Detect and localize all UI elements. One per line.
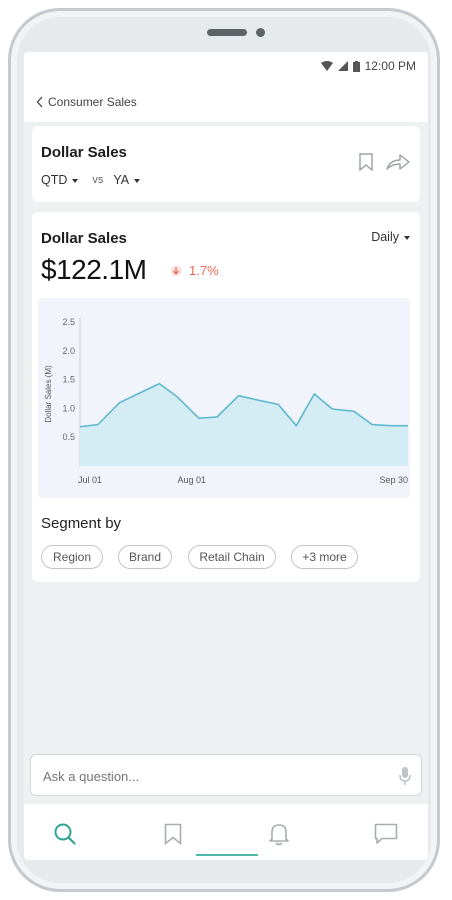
metric-card: Dollar Sales Daily $122.1M 1.7% 2.5 2.0 1.… <box>32 212 420 582</box>
speaker-grille <box>207 29 247 36</box>
granularity-dropdown[interactable]: Daily <box>371 230 410 244</box>
status-time: 12:00 PM <box>364 59 416 73</box>
chip-more[interactable]: +3 more <box>291 545 358 569</box>
metric-title: Dollar Sales <box>41 230 127 247</box>
front-camera <box>256 28 265 37</box>
summary-card: Dollar Sales QTD vs YA <box>32 126 420 202</box>
ask-input[interactable] <box>41 765 375 787</box>
y-tick-label: 1.0 <box>62 403 75 413</box>
wifi-icon <box>320 61 333 71</box>
x-tick-label: Aug 01 <box>177 475 206 485</box>
vs-label: vs <box>92 174 104 186</box>
microphone-icon[interactable] <box>399 766 411 786</box>
chart-area: 2.5 2.0 1.5 1.0 0.5 Dollar Sales (M) Jul 01 Aug… <box>38 298 410 498</box>
x-tick-label: Jul 01 <box>78 475 102 485</box>
app-header: Consumer Sales <box>24 82 428 122</box>
chip-region[interactable]: Region <box>41 545 103 569</box>
y-tick-label: 2.0 <box>62 346 75 356</box>
metric-value: $122.1M <box>41 254 147 285</box>
series-line <box>79 382 408 428</box>
segment-title: Segment by <box>41 515 122 532</box>
y-axis-label: Dollar Sales (M) <box>44 365 53 423</box>
bookmark-icon[interactable] <box>359 153 373 171</box>
screen: 12:00 PM Consumer Sales Dollar Sales QTD… <box>24 52 428 860</box>
bell-icon[interactable] <box>268 822 290 846</box>
series-area <box>80 383 408 466</box>
x-tick-label: Sep 30 <box>379 475 408 485</box>
y-tick-label: 2.5 <box>62 317 75 327</box>
chip-retail-chain[interactable]: Retail Chain <box>188 545 276 569</box>
home-indicator <box>196 854 258 856</box>
search-icon[interactable] <box>54 823 76 845</box>
breadcrumb[interactable]: Consumer Sales <box>48 95 137 109</box>
chat-icon[interactable] <box>374 823 398 845</box>
compare-dropdown[interactable]: YA <box>113 173 141 187</box>
sales-chart: 2.5 2.0 1.5 1.0 0.5 Dollar Sales (M) Jul 01 Aug… <box>44 317 408 485</box>
y-tick-label: 0.5 <box>62 432 75 442</box>
summary-title: Dollar Sales <box>41 144 127 161</box>
period-dropdown[interactable]: QTD <box>41 173 79 187</box>
ask-bar <box>30 754 422 796</box>
share-icon[interactable] <box>386 154 410 170</box>
y-tick-label: 1.5 <box>62 375 75 385</box>
signal-icon <box>337 61 348 71</box>
bottom-nav <box>24 804 428 860</box>
back-chevron-icon[interactable] <box>36 96 44 108</box>
status-bar: 12:00 PM <box>24 52 428 82</box>
down-arrow-icon <box>170 265 182 277</box>
chip-brand[interactable]: Brand <box>118 545 172 569</box>
metric-change: 1.7% <box>189 263 219 278</box>
bookmark-icon[interactable] <box>164 823 182 845</box>
battery-icon <box>352 60 360 72</box>
